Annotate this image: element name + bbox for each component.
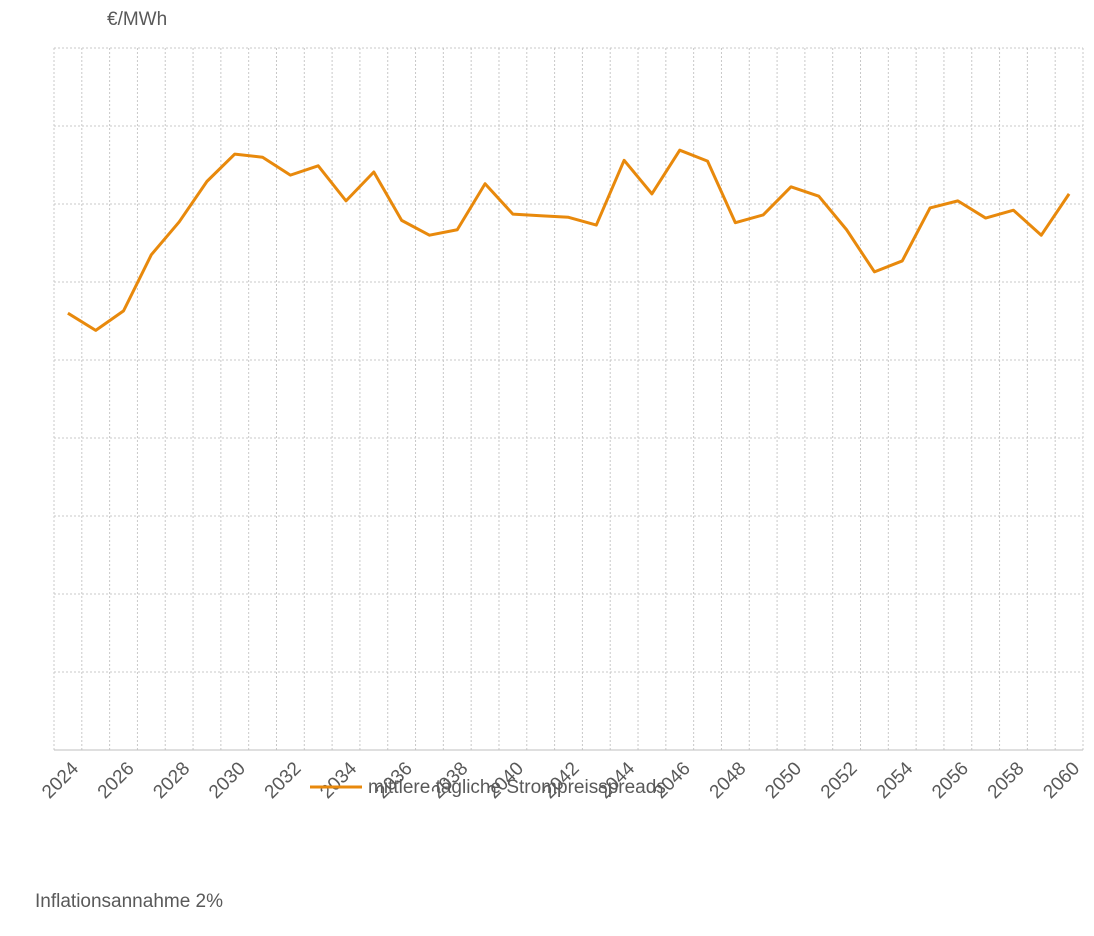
x-tick-label: 2050 xyxy=(761,758,806,803)
x-tick-label: 2032 xyxy=(261,758,306,803)
y-axis-label: €/MWh xyxy=(107,9,167,30)
x-tick-label: 2054 xyxy=(873,758,918,803)
legend-label: mittlere tägliche Strompreisspreads xyxy=(368,777,666,798)
x-tick-label: 2030 xyxy=(205,758,250,803)
x-tick-label: 2056 xyxy=(928,758,973,803)
x-tick-label: 2060 xyxy=(1039,758,1084,803)
x-tick-label: 2058 xyxy=(984,758,1029,803)
x-tick-label: 2048 xyxy=(706,758,751,803)
series-line xyxy=(67,148,1071,332)
x-tick-label: 2052 xyxy=(817,758,862,803)
x-tick-label: 2026 xyxy=(94,758,139,803)
x-tick-label: 2034 xyxy=(316,758,361,803)
x-tick-label: 2024 xyxy=(38,758,83,803)
footnote: Inflationsannahme 2% xyxy=(35,891,223,912)
x-tick-label: 2028 xyxy=(149,758,194,803)
